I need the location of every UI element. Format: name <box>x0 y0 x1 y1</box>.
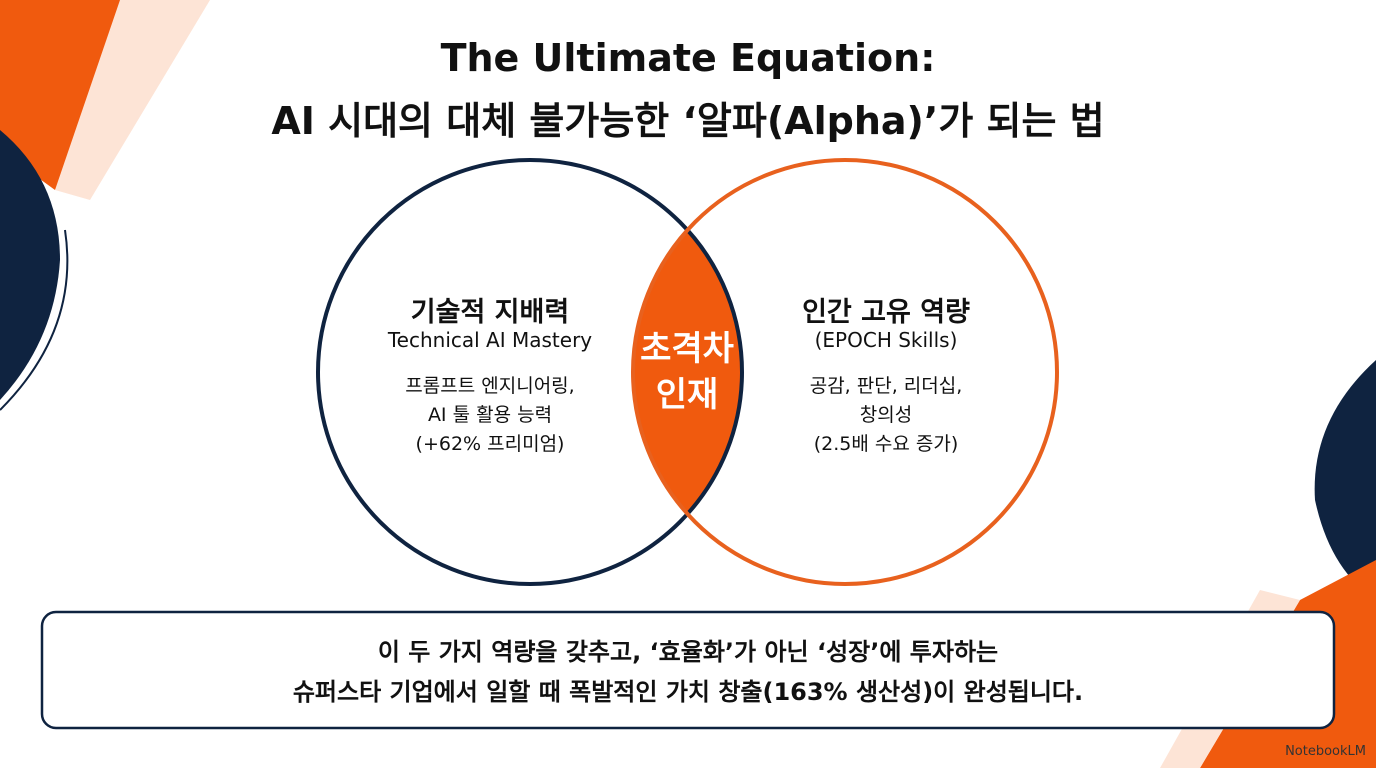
center-label: 초격차 인재 <box>607 326 767 418</box>
text-line: 인재 <box>655 375 719 415</box>
right-subtitle: (EPOCH Skills) <box>814 328 958 352</box>
title: The Ultimate Equation: <box>440 36 936 80</box>
footer-box <box>40 610 1336 730</box>
right-title: 인간 고유 역량 <box>802 297 970 328</box>
right-lines: 공감, 판단, 리더십, 창의성 (2.5배 수요 증가) <box>746 372 1026 459</box>
footer-text: 이 두 가지 역량을 갖추고, ‘효율화’가 아닌 ‘성장’에 투자하는 슈퍼스… <box>42 632 1334 712</box>
left-subtitle: Technical AI Mastery <box>387 328 593 352</box>
text-line: 초격차 <box>640 329 734 369</box>
title: AI 시대의 대체 불가능한 ‘알파(Alpha)’가 되는 법 <box>271 99 1105 143</box>
corner-shape <box>55 0 210 200</box>
corner-shape <box>1314 360 1376 600</box>
corner-shape <box>0 130 60 400</box>
corner-line <box>0 229 69 411</box>
venn-intersection <box>633 230 742 514</box>
venn-circle-left <box>316 158 744 586</box>
text-line: 이 두 가지 역량을 갖추고, ‘효율화’가 아닌 ‘성장’에 투자하는 <box>377 638 999 666</box>
text-line: (2.5배 수요 증가) <box>813 433 959 455</box>
text-line: 공감, 판단, 리더십, <box>809 375 963 397</box>
text-line: AI 툴 활용 능력 <box>427 404 553 426</box>
venn-circle-right <box>631 158 1059 586</box>
left-lines: 프롬프트 엔지니어링, AI 툴 활용 능력 (+62% 프리미엄) <box>350 372 630 459</box>
text-line: 프롬프트 엔지니어링, <box>405 375 575 397</box>
watermark: NotebookLM <box>1285 744 1366 759</box>
text-line: 슈퍼스타 기업에서 일할 때 폭발적인 가치 창출(163% 생산성)이 완성됩… <box>292 678 1084 706</box>
left-title: 기술적 지배력 <box>410 297 570 328</box>
text-line: (+62% 프리미엄) <box>415 433 565 455</box>
text-line: 창의성 <box>859 404 913 426</box>
